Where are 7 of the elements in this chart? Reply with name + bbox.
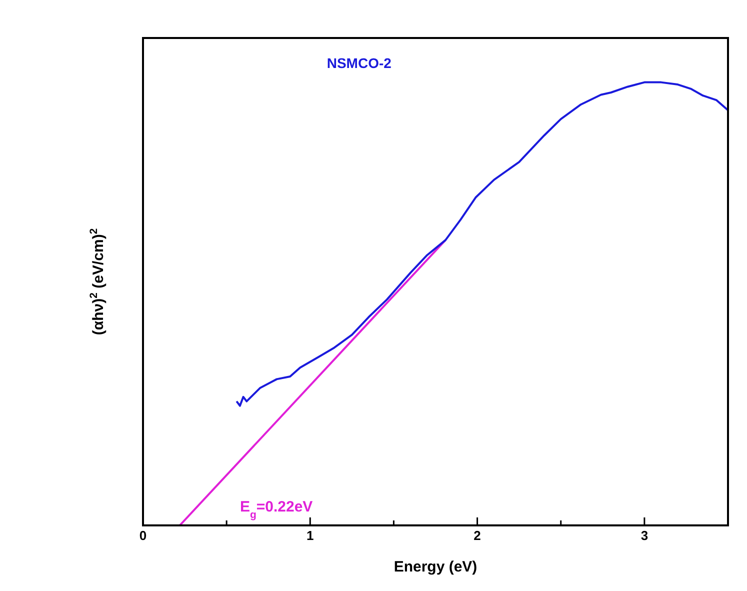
x-tick-label: 0 (139, 528, 147, 543)
x-tick-label: 3 (640, 528, 648, 543)
x-axis-title: Energy (eV) (394, 558, 478, 576)
text: NSMCO-2 (326, 55, 392, 71)
x-tick-label: 1 (306, 528, 314, 543)
y-axis-title: (αhν)2 (eV/cm)2 (88, 228, 107, 336)
x-tick-label: 2 (474, 528, 481, 543)
